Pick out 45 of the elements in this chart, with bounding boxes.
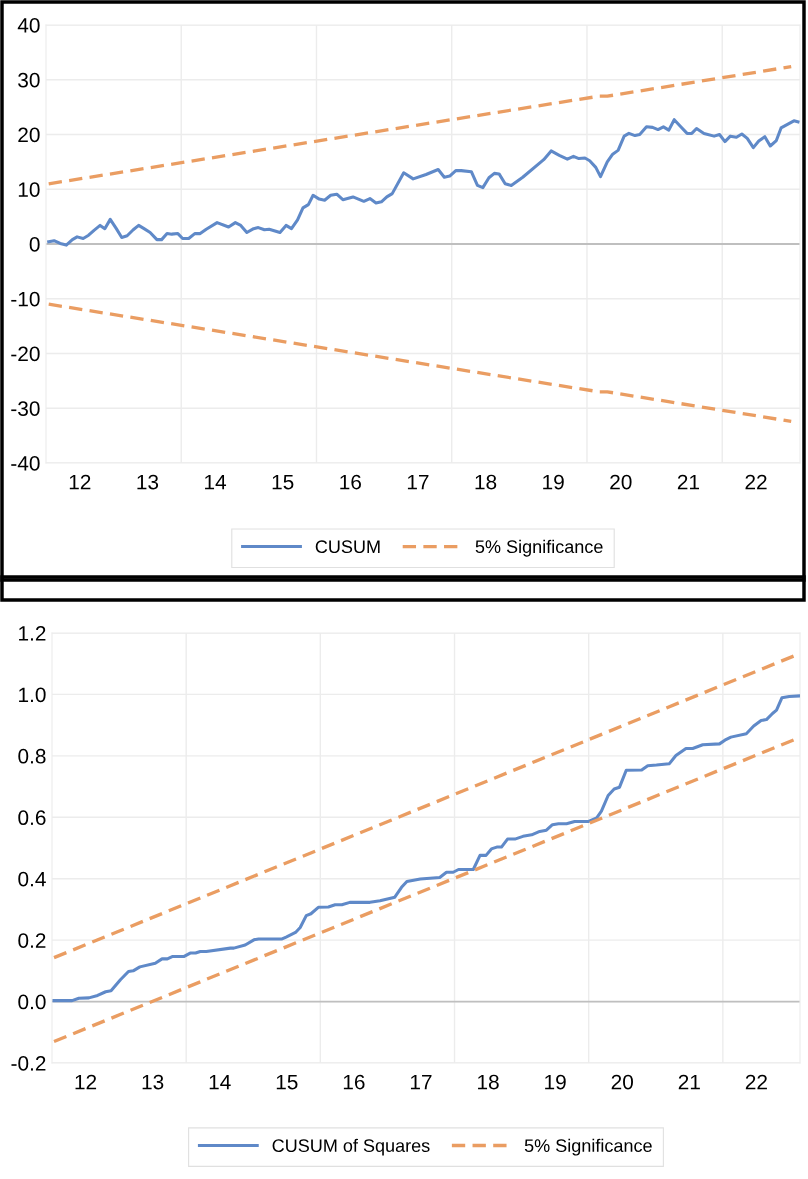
x-tick-label: 21 bbox=[677, 474, 699, 490]
y-tick-label: -30 bbox=[11, 401, 40, 416]
y-tick-label: 40 bbox=[17, 18, 40, 33]
legend-label: CUSUM of Squares bbox=[272, 1138, 430, 1156]
y-tick-label: 0 bbox=[29, 237, 40, 252]
x-tick-label: 15 bbox=[276, 1074, 298, 1090]
y-tick-label: -20 bbox=[11, 346, 40, 362]
x-tick-label: 13 bbox=[137, 474, 159, 490]
x-tick-label: 22 bbox=[745, 474, 767, 490]
x-tick-label: 22 bbox=[745, 1074, 767, 1090]
x-tick-label: 18 bbox=[478, 1074, 499, 1090]
legend-label: 5% Significance bbox=[475, 539, 603, 557]
x-tick-label: 21 bbox=[678, 1074, 700, 1090]
y-tick-label: 0.6 bbox=[18, 810, 46, 826]
y-tick-label: 1.0 bbox=[19, 687, 46, 703]
x-tick-label: 17 bbox=[410, 1074, 432, 1090]
x-tick-label: 16 bbox=[340, 474, 361, 490]
y-tick-label: 10 bbox=[18, 182, 40, 197]
y-tick-label: -0.2 bbox=[11, 1056, 46, 1071]
x-tick-label: 14 bbox=[209, 1074, 231, 1090]
legend-label: CUSUM bbox=[315, 540, 380, 554]
x-tick-label: 19 bbox=[543, 474, 564, 490]
x-tick-label: 20 bbox=[610, 474, 632, 490]
x-tick-label: 14 bbox=[205, 474, 227, 490]
y-tick-label: 0.0 bbox=[18, 994, 46, 1010]
y-tick-label: 30 bbox=[18, 72, 40, 88]
line-series bbox=[47, 118, 800, 247]
x-tick-label: 12 bbox=[75, 1074, 97, 1090]
x-tick-label: 16 bbox=[343, 1074, 365, 1090]
x-tick-label: 15 bbox=[272, 474, 294, 490]
y-tick-label: 20 bbox=[18, 127, 40, 143]
y-tick-label: 0.2 bbox=[18, 933, 46, 948]
y-tick-label: -10 bbox=[11, 291, 40, 307]
line-series bbox=[52, 694, 800, 1003]
x-tick-label: 13 bbox=[142, 1074, 164, 1090]
x-tick-label: 17 bbox=[407, 474, 429, 490]
x-tick-label: 12 bbox=[69, 474, 91, 490]
x-tick-label: 20 bbox=[611, 1074, 633, 1090]
y-tick-label: 1.2 bbox=[19, 626, 46, 641]
x-tick-label: 19 bbox=[545, 1074, 566, 1090]
y-tick-label: 0.4 bbox=[18, 871, 46, 887]
y-tick-label: -40 bbox=[11, 456, 40, 471]
y-tick-label: 0.8 bbox=[18, 748, 46, 764]
x-tick-label: 18 bbox=[475, 474, 497, 490]
legend-label: 5% Significance bbox=[524, 1138, 652, 1156]
